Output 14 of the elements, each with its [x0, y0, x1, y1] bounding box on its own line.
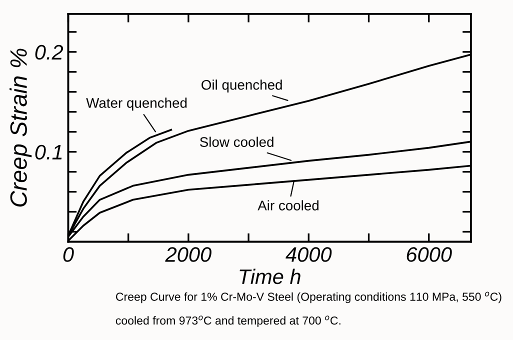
x-tick-label: 2000 [165, 247, 212, 262]
annotation: Oil quenched [202, 80, 282, 93]
annotation: Water quenched [86, 98, 187, 111]
text: cooled from 973$^{o}$C and tempered at 700 $^{o}$C. [116, 316, 340, 327]
x-tick-label: 6000 [406, 247, 452, 262]
y-axis-title: Creep Strain % [10, 48, 32, 207]
x-tick-label: 0 [63, 247, 74, 262]
annotation: Air cooled [258, 200, 318, 210]
x-tick-label: 4000 [286, 247, 332, 262]
x-axis-title: Time h [240, 268, 300, 284]
y-tick-label: 0.2 [35, 44, 64, 60]
annotation: Slow cooled [200, 136, 274, 147]
text: Creep Curve for 1% Cr-Mo-V Steel (Operating conditions 110 MPa, 550 $^{o}$C) [116, 292, 502, 304]
y-tick-label: 0.1 [35, 144, 62, 160]
